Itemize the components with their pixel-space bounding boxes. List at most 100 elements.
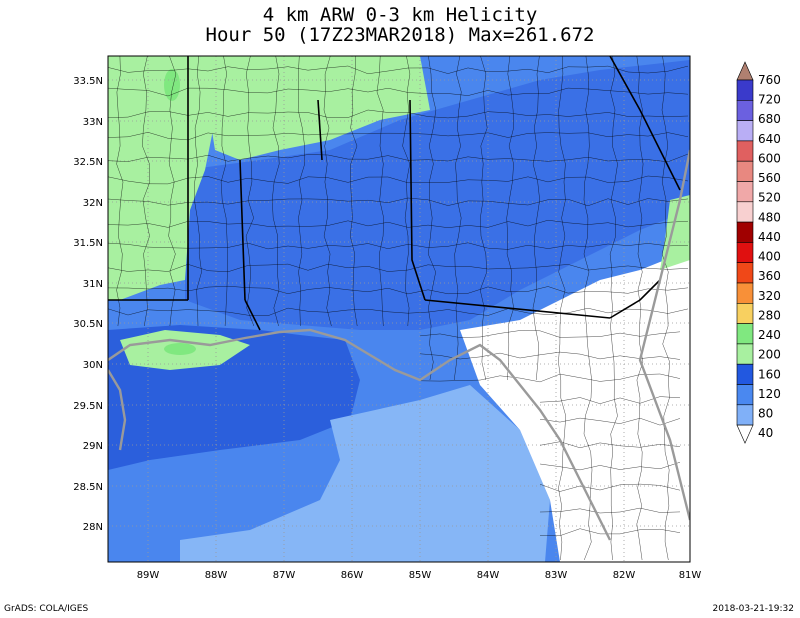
- footer-credit: GrADS: COLA/IGES: [4, 604, 89, 614]
- county-line: [532, 56, 540, 381]
- colorbar-label: 200: [758, 348, 781, 362]
- colorbar-swatch: [736, 201, 754, 223]
- footer-timestamp: 2018-03-21-19:32: [712, 604, 795, 614]
- colorbar-label: 280: [758, 308, 781, 322]
- colorbar-swatch: [736, 404, 754, 426]
- county-boundaries: [108, 56, 689, 561]
- colorbar-swatch: [736, 302, 754, 324]
- county-line: [323, 56, 332, 327]
- latlon-grid: [108, 56, 690, 562]
- county-line: [506, 56, 514, 381]
- latitude-label: 32.5N: [73, 157, 103, 168]
- county-line: [142, 56, 151, 327]
- county-line: [583, 56, 593, 561]
- county-line: [349, 56, 358, 327]
- county-line: [271, 56, 280, 327]
- county-line: [661, 56, 670, 561]
- county-line: [220, 56, 228, 327]
- longitude-label: 89W: [137, 570, 160, 581]
- latitude-label: 28N: [83, 522, 103, 533]
- latitude-label: 32N: [83, 198, 103, 209]
- county-line: [108, 307, 689, 316]
- county-line: [479, 56, 488, 381]
- colorbar-label: 680: [758, 112, 781, 126]
- colorbar-swatch: [736, 323, 754, 345]
- county-line: [108, 109, 689, 119]
- county-line: [116, 56, 124, 327]
- colorbar-swatch: [736, 221, 754, 243]
- longitude-labels: 89W 88W 87W 86W 85W 84W 83W 82W 81W: [137, 570, 702, 581]
- map-subtitle: Hour 50 (17Z23MAR2018) Max=261.672: [205, 24, 595, 46]
- county-line: [108, 285, 689, 295]
- map-title: 4 km ARW 0-3 km Helicity: [262, 4, 538, 26]
- map-area: [108, 56, 690, 562]
- county-line: [108, 197, 689, 207]
- county-line: [539, 441, 681, 449]
- county-line: [194, 56, 202, 327]
- colorbar-top-arrow: [736, 61, 754, 81]
- latitude-label: 29.5N: [73, 401, 103, 412]
- county-line: [108, 87, 689, 97]
- county-line: [108, 175, 689, 185]
- colorbar-label: 640: [758, 132, 781, 146]
- county-line: [108, 219, 689, 228]
- latitude-label: 33N: [83, 117, 103, 128]
- map-frame: [107, 55, 691, 563]
- colorbar-swatch: [736, 343, 754, 365]
- green-helicity-north: [200, 56, 430, 160]
- colorbar-swatch: [736, 100, 754, 121]
- county-line: [539, 528, 681, 536]
- latitude-label: 33.5N: [73, 76, 103, 87]
- colorbar-label: 320: [758, 289, 781, 303]
- county-line: [539, 461, 681, 471]
- light-offshore-area: [180, 385, 550, 562]
- county-line: [108, 263, 689, 273]
- colorbar-label: 480: [758, 210, 781, 224]
- latitude-label: 30.5N: [73, 319, 103, 330]
- inland-helicity-region: [185, 60, 690, 330]
- longitude-label: 87W: [273, 570, 296, 581]
- latitude-label: 30N: [83, 360, 103, 371]
- county-line: [108, 132, 689, 141]
- county-line: [297, 56, 305, 327]
- longitude-label: 86W: [341, 570, 364, 581]
- colorbar-swatch: [736, 79, 754, 101]
- state-borders: [108, 56, 681, 331]
- latitude-label: 31N: [83, 279, 103, 290]
- colorbar-swatch: [736, 262, 754, 284]
- county-line: [539, 417, 681, 426]
- colorbar-label: 360: [758, 269, 781, 283]
- colorbar-swatch: [736, 160, 754, 182]
- colorbar-label: 160: [758, 367, 781, 381]
- colorbar-label: 720: [758, 93, 781, 107]
- county-line: [419, 351, 681, 360]
- county-line: [453, 56, 462, 381]
- colorbar-swatch: [736, 120, 754, 142]
- yellow-max-coast: [164, 343, 196, 355]
- colorbar-label: 240: [758, 328, 781, 342]
- longitude-label: 82W: [613, 570, 636, 581]
- latitude-label: 29N: [83, 441, 103, 452]
- county-line: [427, 56, 437, 381]
- colorbar-label: 560: [758, 171, 781, 185]
- county-line: [108, 153, 689, 163]
- county-line: [609, 56, 618, 561]
- longitude-label: 85W: [409, 570, 432, 581]
- yellow-max-north: [164, 69, 180, 101]
- colorbar-swatch: [736, 181, 754, 203]
- county-line: [539, 396, 681, 404]
- colorbar-label: 80: [758, 406, 773, 420]
- county-line: [558, 56, 567, 561]
- county-line: [245, 56, 255, 327]
- county-line: [108, 242, 689, 250]
- colorbar: 760 720 680 640 600 560 520 480 440 400 360 320 280 2…: [736, 61, 781, 444]
- florida-low-helicity: [460, 250, 690, 562]
- longitude-label: 84W: [477, 570, 500, 581]
- colorbar-label: 40: [758, 426, 773, 440]
- county-line: [419, 330, 681, 338]
- county-line: [419, 373, 681, 383]
- colorbar-label: 600: [758, 151, 781, 165]
- longitude-label: 81W: [679, 570, 702, 581]
- colorbar-bottom-arrow: [736, 424, 754, 444]
